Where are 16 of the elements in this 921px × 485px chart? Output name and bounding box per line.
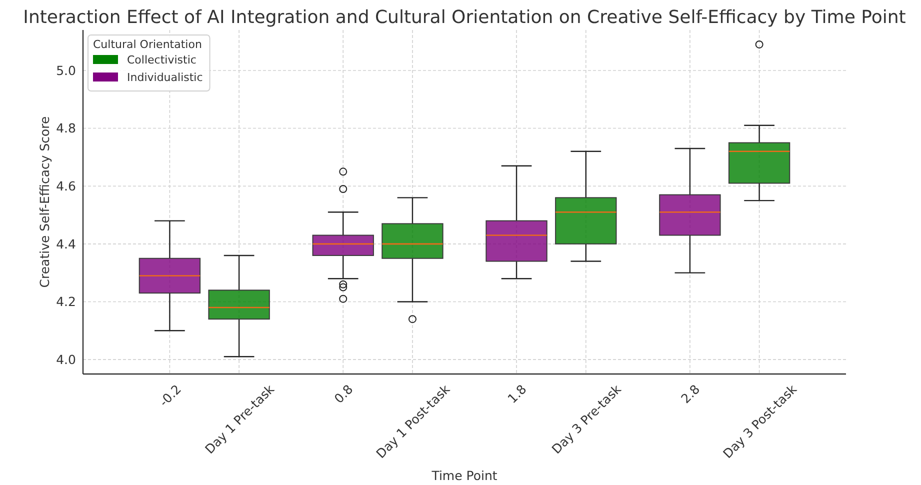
legend-label: Collectivistic xyxy=(127,54,196,66)
y-tick-label: 4.4 xyxy=(56,236,76,252)
y-tick-label: 4.0 xyxy=(56,352,76,367)
x-tick-label: 0.8 xyxy=(330,381,356,406)
x-axis-title: Time Point xyxy=(430,468,498,483)
y-tick-label: 4.6 xyxy=(56,178,76,194)
x-tick-label: 1.8 xyxy=(504,381,529,406)
y-axis-title: Creative Self-Efficacy Score xyxy=(37,116,52,288)
y-tick-label: 4.8 xyxy=(56,120,76,136)
y-tick-label: 5.0 xyxy=(56,62,76,78)
x-tick-label: 2.8 xyxy=(678,381,702,406)
y-tick-label: 4.2 xyxy=(56,294,76,310)
chart-title: Interaction Effect of AI Integration and Cultural Orientation on Creative Self-Efficacy by Time Point xyxy=(23,7,906,28)
legend-title: Cultural Orientation xyxy=(93,38,202,51)
x-tick-label: -0.2 xyxy=(156,381,184,409)
legend-label: Individualistic xyxy=(127,71,203,84)
